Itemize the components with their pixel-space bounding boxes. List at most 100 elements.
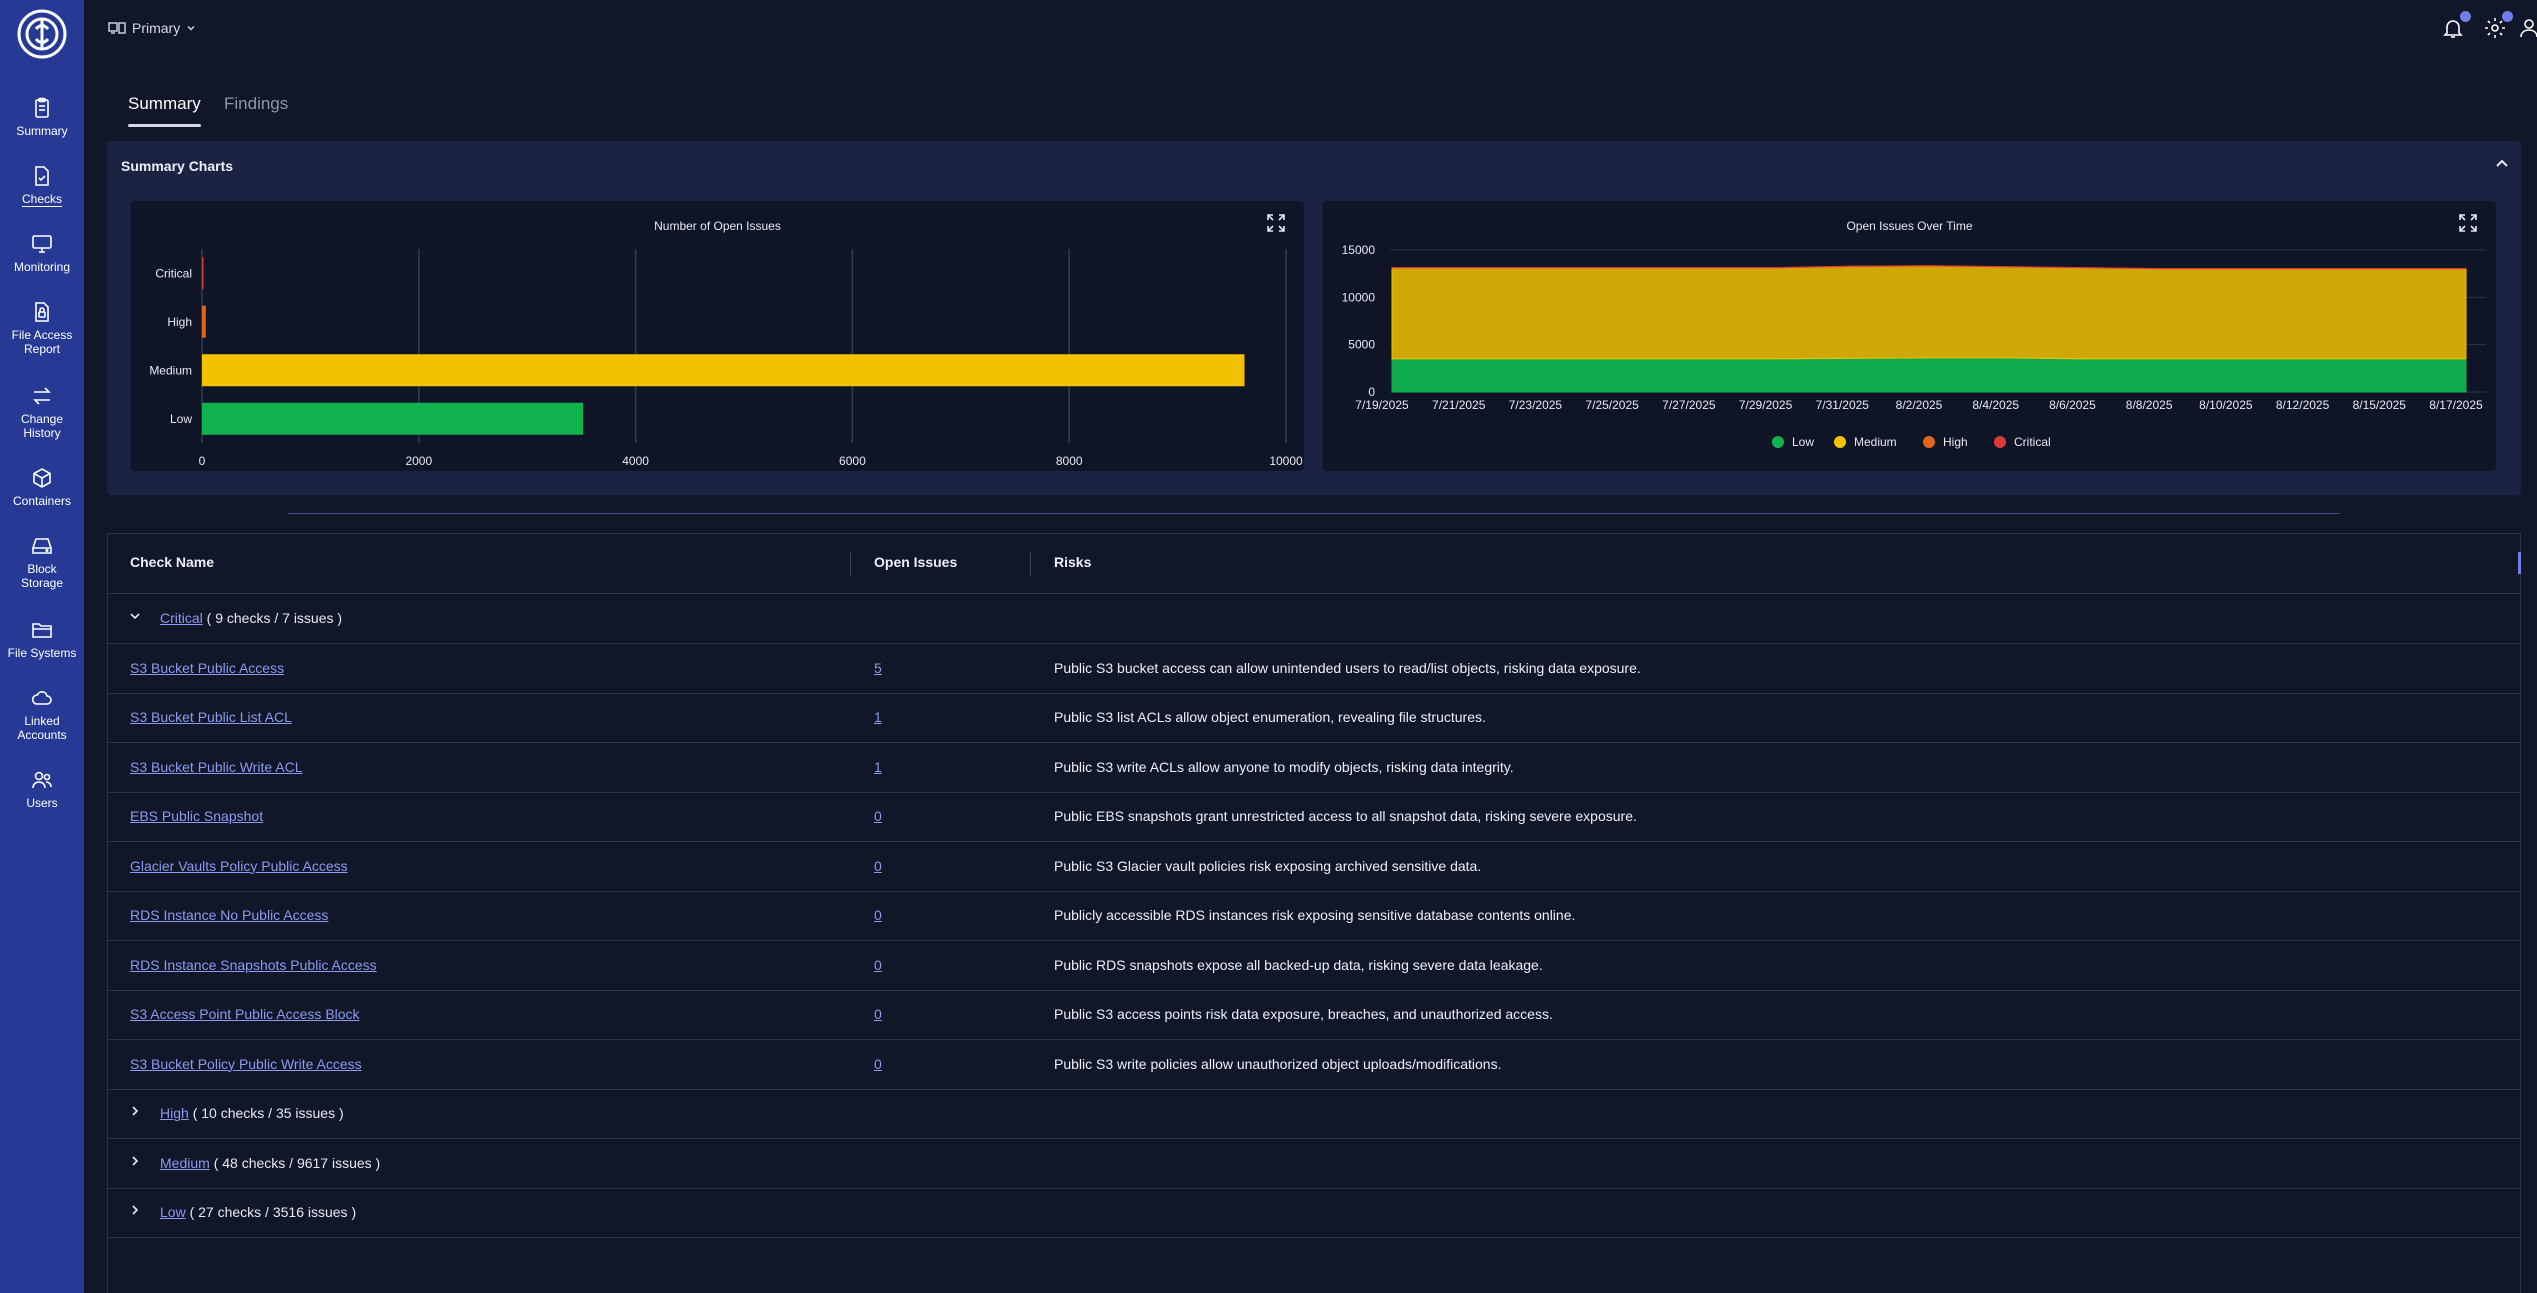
bar-critical[interactable] <box>202 257 204 290</box>
sidebar-item-linked-accounts[interactable]: Linked Accounts <box>0 686 84 742</box>
sidebar-item-containers[interactable]: Containers <box>0 466 84 508</box>
chevron-down-icon <box>187 26 195 31</box>
legend-label: High <box>1943 435 1968 449</box>
table-row: EBS Public Snapshot 0 Public EBS snapshots… <box>108 792 2520 842</box>
open-issues-link[interactable]: 1 <box>874 709 882 725</box>
bar-chart-plot: 0 2000 4000 6000 8000 10000 Critical High Medium… <box>149 249 1303 468</box>
check-name-link[interactable]: EBS Public Snapshot <box>130 808 264 824</box>
sidebar-item-checks[interactable]: Checks <box>0 164 84 206</box>
cloud-icon <box>31 691 52 705</box>
group-summary: ( 48 checks / 9617 issues ) <box>213 1154 381 1171</box>
check-name-link[interactable]: S3 Bucket Policy Public Write Access <box>130 1055 362 1072</box>
y-tick-label: 15000 <box>1342 243 1376 257</box>
x-tick-label: 8/15/2025 <box>2353 398 2407 412</box>
group-row-medium[interactable]: Medium ( 48 checks / 9617 issues ) <box>108 1139 2520 1189</box>
sidebar-item-block-storage[interactable]: Block Storage <box>0 534 84 590</box>
legend-item-medium[interactable]: Medium <box>1834 435 1897 449</box>
bar-high[interactable] <box>202 305 206 338</box>
header-risks[interactable]: Risks <box>1054 554 1092 570</box>
workspace-selector[interactable]: Primary <box>108 20 196 36</box>
open-issues-link[interactable]: 0 <box>874 907 882 923</box>
bar-chart-title: Number of Open Issues <box>654 219 781 233</box>
chevron-down-icon[interactable] <box>128 609 142 623</box>
x-tick-label: 8/2/2025 <box>1896 398 1943 412</box>
group-row-high[interactable]: High ( 10 checks / 35 issues ) <box>108 1089 2520 1139</box>
area-series-low[interactable] <box>1391 357 2467 393</box>
risk-description: Public S3 bucket access can allow uninte… <box>1054 659 1641 676</box>
area-series-critical[interactable] <box>1391 265 2467 270</box>
open-issues-link[interactable]: 0 <box>874 808 882 824</box>
header-open-issues[interactable]: Open Issues <box>874 554 958 570</box>
group-row-critical[interactable]: Critical ( 9 checks / 7 issues ) <box>108 594 2520 644</box>
check-name-link[interactable]: RDS Instance Snapshots Public Access <box>130 956 377 973</box>
cube-icon <box>33 468 51 488</box>
open-issues-link[interactable]: 0 <box>874 956 882 973</box>
bar-medium[interactable] <box>202 354 1245 387</box>
legend-item-critical[interactable]: Critical <box>1994 435 2051 449</box>
x-tick-label: 7/27/2025 <box>1662 398 1716 412</box>
settings-button[interactable] <box>2483 11 2513 40</box>
table-header: Check Name Open Issues Risks <box>108 534 2521 594</box>
tab-summary[interactable]: Summary <box>128 94 201 113</box>
header-check-name[interactable]: Check Name <box>130 554 215 570</box>
check-name-link[interactable]: S3 Bucket Public Write ACL <box>130 758 303 775</box>
sidebar-item-monitoring[interactable]: Monitoring <box>0 232 84 274</box>
expand-icon[interactable] <box>2458 213 2478 233</box>
sidebar-item-label: Checks <box>21 192 62 206</box>
open-issues-link[interactable]: 5 <box>874 659 882 676</box>
group-link[interactable]: Low <box>160 1204 186 1220</box>
sidebar-item-file-systems[interactable]: File Systems <box>0 618 84 660</box>
chevron-right-icon[interactable] <box>128 1104 142 1118</box>
open-issues-link[interactable]: 1 <box>874 758 882 775</box>
risk-description: Public EBS snapshots grant unrestricted … <box>1054 808 1637 824</box>
sidebar-item-label: Monitoring <box>13 260 71 274</box>
chevron-up-icon[interactable] <box>2493 155 2511 173</box>
column-resizer[interactable] <box>1030 552 1031 576</box>
check-name-link[interactable]: S3 Bucket Public List ACL <box>130 709 292 725</box>
group-row-low[interactable]: Low ( 27 checks / 3516 issues ) <box>108 1188 2520 1238</box>
chevron-right-icon[interactable] <box>128 1154 142 1168</box>
x-tick-label: 7/19/2025 <box>1355 398 1409 412</box>
open-issues-link[interactable]: 0 <box>874 1055 882 1072</box>
area-series-medium[interactable] <box>1391 265 2467 360</box>
monitor-icon <box>32 235 52 253</box>
expand-icon[interactable] <box>1266 213 1286 233</box>
x-tick-label: 7/25/2025 <box>1585 398 1639 412</box>
sidebar-item-file-access-report[interactable]: File Access Report <box>0 300 84 356</box>
group-label: Medium ( 48 checks / 9617 issues ) <box>160 1155 380 1171</box>
check-name-link[interactable]: Glacier Vaults Policy Public Access <box>130 857 348 874</box>
bar-low[interactable] <box>202 402 584 435</box>
table-row: S3 Bucket Policy Public Write Access 0 Pub… <box>108 1040 2520 1090</box>
workspace-name: Primary <box>132 20 181 36</box>
chevron-right-icon[interactable] <box>128 1203 142 1217</box>
sidebar-item-label: Block Storage <box>20 562 64 590</box>
risk-description: Public S3 Glacier vault policies risk ex… <box>1054 857 1482 874</box>
group-link[interactable]: High <box>160 1105 189 1121</box>
notifications-button[interactable] <box>2441 11 2471 40</box>
y-tick-label: Medium <box>149 363 192 377</box>
tab-findings[interactable]: Findings <box>224 94 289 113</box>
sidebar-item-change-history[interactable]: Change History <box>0 384 84 440</box>
app-logo-icon[interactable] <box>16 8 68 60</box>
sidebar-item-summary[interactable]: Summary <box>0 96 84 138</box>
open-issues-link[interactable]: 0 <box>874 857 882 874</box>
risk-description: Public S3 write ACLs allow anyone to mod… <box>1054 758 1514 775</box>
sidebar-item-users[interactable]: Users <box>0 768 84 810</box>
x-tick-label: 0 <box>199 454 206 468</box>
table-row: RDS Instance Snapshots Public Access 0 Pub… <box>108 941 2520 991</box>
legend-item-high[interactable]: High <box>1923 435 1968 449</box>
column-resizer[interactable] <box>850 552 851 576</box>
check-name-link[interactable]: RDS Instance No Public Access <box>130 907 329 923</box>
scrollbar-thumb[interactable] <box>2518 552 2521 574</box>
area-chart-plot: 0 5000 10000 15000 7/19/2025 7/21/2025 7/23/20… <box>1342 243 2486 449</box>
active-tab-indicator <box>128 124 201 127</box>
file-check-icon <box>35 166 49 186</box>
group-link[interactable]: Critical <box>160 610 203 626</box>
legend-item-low[interactable]: Low <box>1772 435 1814 449</box>
group-link[interactable]: Medium <box>160 1154 210 1171</box>
check-name-link[interactable]: S3 Bucket Public Access <box>130 659 285 676</box>
check-name-link[interactable]: S3 Access Point Public Access Block <box>130 1006 360 1022</box>
user-menu-button[interactable] <box>2517 16 2537 40</box>
sidebar-item-label: File Systems <box>7 646 77 660</box>
open-issues-link[interactable]: 0 <box>874 1006 882 1022</box>
